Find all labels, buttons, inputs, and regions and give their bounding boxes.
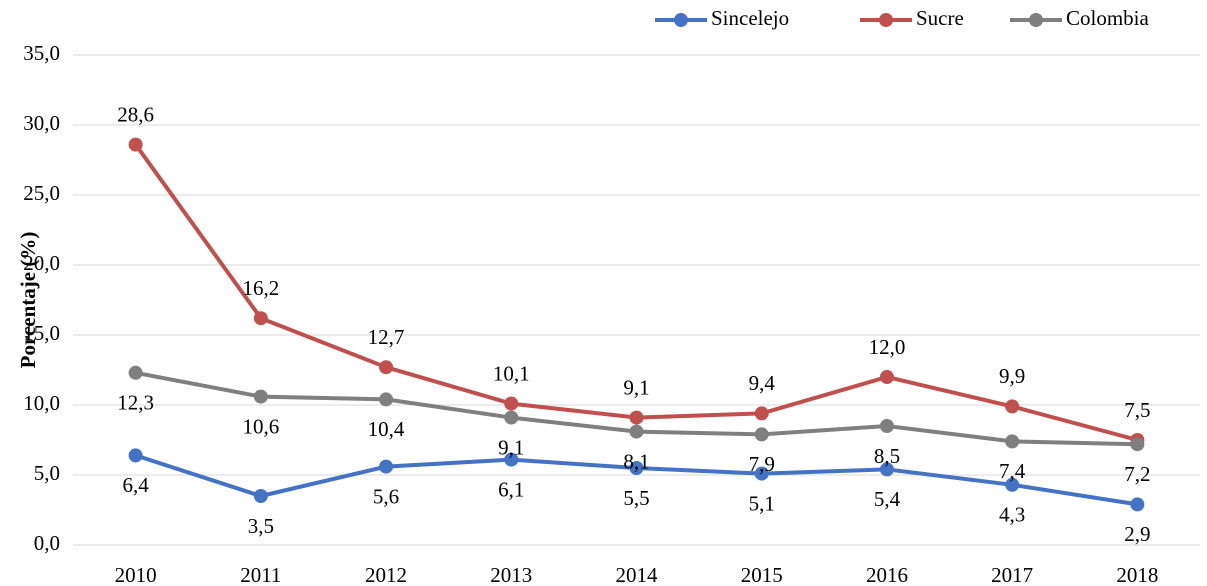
data-label: 7,4 [999, 459, 1026, 483]
point [504, 452, 519, 467]
point [128, 137, 143, 152]
point [128, 448, 143, 463]
data-label: 4,3 [999, 503, 1025, 527]
data-label: 5,4 [874, 487, 901, 511]
data-label: 6,1 [498, 477, 524, 501]
data-label: 12,7 [368, 325, 405, 349]
y-tick-label: 20,0 [23, 251, 60, 275]
data-label: 9,1 [498, 435, 524, 459]
point [1130, 497, 1145, 512]
point [754, 427, 769, 442]
data-label: 10,4 [368, 417, 405, 441]
x-tick-label: 2015 [741, 563, 783, 586]
point [504, 410, 519, 425]
data-label: 8,1 [623, 449, 649, 473]
x-tick-label: 2010 [115, 563, 157, 586]
point [1005, 434, 1020, 449]
point [1005, 399, 1020, 414]
point [253, 489, 268, 503]
point [879, 462, 894, 477]
legend-label: Sincelejo [711, 6, 789, 30]
data-label: 9,4 [749, 371, 776, 395]
data-label: 10,1 [493, 361, 530, 385]
data-label: 8,5 [874, 444, 900, 468]
point [629, 424, 644, 439]
point [629, 461, 644, 475]
point [754, 466, 769, 481]
point [754, 406, 769, 421]
data-label: 7,5 [1124, 398, 1150, 422]
point [253, 311, 268, 326]
legend-marker [879, 13, 893, 27]
data-label: 28,6 [117, 102, 154, 126]
point [504, 396, 519, 411]
point [629, 410, 644, 425]
data-label: 7,2 [1124, 462, 1150, 486]
x-tick-label: 2017 [991, 563, 1033, 586]
data-label: 9,1 [623, 375, 649, 399]
y-tick-label: 35,0 [23, 41, 60, 65]
data-label: 16,2 [242, 276, 279, 300]
point [128, 365, 143, 380]
data-label: 3,5 [248, 514, 274, 538]
data-label: 2,9 [1124, 522, 1150, 546]
x-tick-label: 2018 [1116, 563, 1158, 586]
point [1005, 477, 1020, 492]
legend-marker [674, 13, 688, 27]
y-tick-label: 10,0 [23, 391, 60, 415]
x-tick-label: 2012 [365, 563, 407, 586]
legend-label: Colombia [1066, 6, 1150, 30]
y-tick-label: 5,0 [34, 461, 60, 485]
data-label: 12,3 [117, 391, 154, 415]
data-label: 12,0 [869, 335, 906, 359]
y-tick-label: 30,0 [23, 111, 60, 135]
x-tick-label: 2016 [866, 563, 908, 586]
point [1130, 437, 1145, 452]
y-tick-label: 25,0 [23, 181, 60, 205]
point [379, 360, 394, 375]
legend-label: Sucre [916, 6, 964, 30]
point [879, 370, 894, 384]
legend-marker [1029, 13, 1043, 27]
point [879, 419, 894, 433]
x-tick-label: 2014 [616, 563, 659, 586]
data-label: 5,5 [623, 486, 649, 510]
point [253, 389, 268, 404]
x-tick-label: 2011 [240, 563, 281, 586]
data-label: 6,4 [122, 473, 149, 497]
data-label: 5,1 [749, 491, 775, 515]
y-tick-label: 15,0 [23, 321, 60, 345]
data-label: 5,6 [373, 484, 399, 508]
point [379, 392, 394, 407]
y-tick-label: 0,0 [34, 531, 60, 555]
y-axis-label: Porcentaje (%) [16, 232, 40, 369]
point [379, 459, 394, 474]
data-label: 10,6 [242, 414, 279, 438]
data-label: 7,9 [749, 452, 775, 476]
x-tick-label: 2013 [490, 563, 532, 586]
data-label: 9,9 [999, 364, 1025, 388]
